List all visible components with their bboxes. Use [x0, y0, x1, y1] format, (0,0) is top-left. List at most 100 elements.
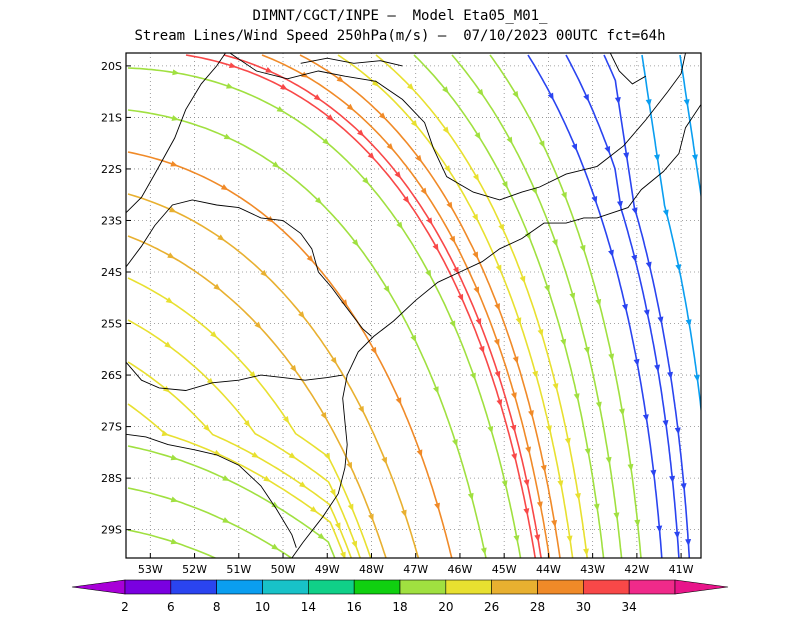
streamline-arrow: [523, 508, 530, 516]
streamline-arrow: [416, 449, 423, 457]
streamline-arrow: [525, 446, 532, 454]
streamline: [127, 193, 420, 558]
colorbar-segment: [353, 579, 401, 595]
streamline-arrow: [322, 138, 330, 145]
streamline-arrow: [498, 223, 504, 232]
streamline-arrow: [358, 405, 364, 414]
streamline-arrow: [501, 180, 508, 189]
streamline-arrow: [623, 152, 630, 160]
axis-labels: 20S 21S 22S 23S 24S 25S 26S 27S 28S 29S 53W 52W 51W 5…: [101, 60, 694, 576]
streamline-arrow: [528, 410, 534, 418]
colorbar-label: 16: [347, 600, 362, 614]
streamline-arrow: [326, 114, 335, 121]
streamline-arrow: [351, 239, 359, 247]
streamline-arrow: [494, 303, 500, 311]
streamline-arrow: [272, 161, 280, 168]
streamline-arrow: [329, 488, 336, 497]
streamline-arrow: [510, 424, 517, 433]
lon-label: 53W: [138, 563, 163, 576]
streamline-arrow: [243, 419, 251, 428]
streamline-arrow: [170, 454, 179, 461]
streamline-arrow: [254, 321, 262, 329]
streamline-arrow: [378, 112, 386, 120]
streamline-arrow: [557, 480, 564, 488]
streamline-arrow: [685, 319, 692, 327]
colorbar-segment: [216, 579, 263, 595]
streamline-arrow: [367, 152, 375, 160]
streamline: [127, 67, 522, 558]
streamline-arrow: [395, 397, 402, 405]
streamline-arrow: [164, 341, 172, 349]
streamline-arrow: [263, 475, 271, 482]
streamline-arrow: [645, 261, 652, 270]
colorbar-low-triangle: [71, 579, 126, 595]
streamline-arrow: [271, 501, 279, 508]
streamline-arrow: [452, 439, 458, 447]
streamline-arrow: [217, 234, 225, 241]
colorbar-segment: [628, 579, 676, 595]
lat-label: 23S: [101, 214, 122, 227]
streamline-arrow: [203, 424, 211, 432]
streamline-arrow: [169, 206, 177, 213]
streamline-arrow: [472, 173, 479, 182]
streamline-arrow: [653, 154, 660, 162]
streamline-arrow: [627, 463, 634, 472]
streamline-arrow: [222, 475, 230, 481]
streamline-arrow: [540, 464, 547, 473]
streamline-arrow: [474, 132, 481, 140]
streamline-arrow: [280, 83, 288, 90]
streamline-arrow: [583, 346, 590, 355]
streamline-arrow: [674, 531, 681, 539]
streamline-arrow: [362, 177, 370, 185]
streamline-arrow: [357, 129, 365, 137]
streamline-arrow: [410, 334, 417, 343]
streamline-arrow: [631, 254, 638, 263]
streamline-arrow: [536, 501, 543, 509]
colorbar-segment: [308, 579, 355, 595]
lon-label: 51W: [226, 563, 251, 576]
lon-label: 49W: [315, 563, 340, 576]
streamline: [641, 54, 701, 415]
lon-label: 45W: [492, 563, 517, 576]
streamline-arrow: [643, 309, 650, 317]
colorbar-segment: [445, 579, 492, 595]
streamline-arrow: [650, 469, 657, 478]
streamline-arrow: [519, 275, 526, 284]
streamline-arrow: [432, 243, 439, 252]
colorbar-label: 2: [121, 600, 129, 614]
coastline-segment: [126, 199, 372, 337]
lat-label: 20S: [101, 60, 122, 73]
streamline-arrow: [645, 99, 652, 107]
streamline-arrow: [313, 94, 322, 101]
streamline-arrow: [513, 535, 520, 543]
streamline-arrow: [370, 346, 377, 355]
streamline-arrow: [442, 126, 450, 134]
colorbar-segment: [399, 579, 447, 595]
streamline-arrow: [346, 461, 353, 470]
streamline-arrow: [299, 481, 307, 488]
streamline-arrow: [210, 331, 218, 338]
streamlines: [127, 54, 701, 558]
streamline-arrow: [213, 449, 222, 456]
streamline-arrow: [571, 143, 578, 152]
streamline-arrow: [420, 187, 427, 196]
streamline-arrow: [396, 221, 403, 230]
lat-label: 26S: [101, 369, 122, 382]
coastline-segment: [229, 53, 686, 201]
streamline-arrow: [564, 437, 571, 446]
streamline-arrow: [618, 408, 625, 416]
streamline-arrow: [410, 119, 418, 128]
colorbar-segment: [491, 579, 538, 595]
streamline-arrow: [433, 386, 439, 394]
streamline: [489, 54, 642, 558]
streamline-arrow: [674, 427, 681, 435]
streamline-arrow: [680, 483, 687, 491]
streamline-arrow: [228, 62, 237, 69]
streamline: [127, 319, 362, 558]
streamline-arrow: [330, 356, 337, 365]
streamline: [127, 487, 293, 558]
streamline-arrow: [523, 479, 530, 487]
streamline-arrow: [371, 79, 380, 87]
streamline-arrow: [288, 452, 297, 459]
streamline-arrow: [415, 154, 422, 163]
